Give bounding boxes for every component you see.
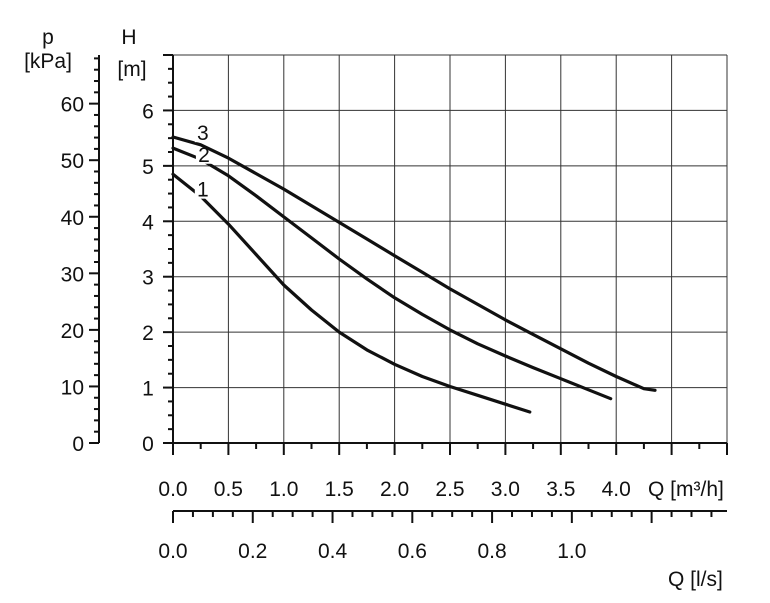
q-ls-tick-label: 0.8 (477, 540, 506, 563)
h-axis-name: H (121, 26, 136, 49)
q-m3h-axis-label: Q [m³/h] (648, 478, 724, 501)
curve-1 (171, 172, 532, 414)
q-m3h-tick-label: 3.0 (491, 478, 520, 501)
p-tick-label: 30 (61, 263, 84, 286)
curve-label-3: 3 (197, 122, 209, 145)
h-tick-label: 3 (142, 267, 154, 290)
q-ls-tick-label: 0.4 (318, 540, 348, 563)
curve-3 (171, 135, 657, 392)
q-ls-tick-label: 0.6 (398, 540, 427, 563)
q-m3h-tick-label: 1.0 (269, 478, 298, 501)
curve-2 (171, 146, 613, 401)
grid (173, 54, 728, 443)
q-ls-tick-label: 0.0 (158, 540, 187, 563)
h-tick-label: 2 (142, 322, 154, 345)
h-tick-label: 4 (142, 211, 154, 234)
q-m3h-tick-label: 2.5 (435, 478, 464, 501)
p-tick-label: 0 (72, 433, 84, 456)
curve-label-backdrop (194, 176, 211, 199)
q-m3h-tick-label: 3.5 (546, 478, 575, 501)
curve-label-1: 1 (197, 179, 209, 202)
q-m3h-tick-label: 0.5 (214, 478, 243, 501)
h-tick-label: 6 (142, 100, 154, 123)
curve-label-backdrop (194, 120, 211, 143)
p-tick-label: 20 (61, 320, 84, 343)
h-tick-label: 0 (142, 433, 154, 456)
p-axis-unit: [kPa] (24, 50, 72, 73)
curve-label-2: 2 (198, 144, 210, 167)
p-tick-label: 50 (61, 150, 84, 173)
q-m3h-tick-label: 2.0 (380, 478, 409, 501)
q-m3h-tick-label: 0.0 (158, 478, 187, 501)
curves: 1 23 (171, 120, 657, 414)
q-ls-axis-label: Q [l/s] (668, 568, 723, 591)
q-ls-tick-label: 1.0 (557, 540, 586, 563)
q-m3h-tick-label: 1.5 (325, 478, 354, 501)
q-ls-tick-label: 0.2 (238, 540, 267, 563)
p-tick-label: 60 (61, 94, 84, 117)
h-tick-label: 1 (142, 378, 154, 401)
h-axis-unit: [m] (117, 58, 146, 81)
h-tick-label: 5 (142, 156, 154, 179)
p-tick-label: 10 (61, 376, 84, 399)
p-axis-name: p (42, 26, 54, 49)
q-m3h-tick-label: 4.0 (602, 478, 631, 501)
p-tick-label: 40 (61, 207, 84, 230)
